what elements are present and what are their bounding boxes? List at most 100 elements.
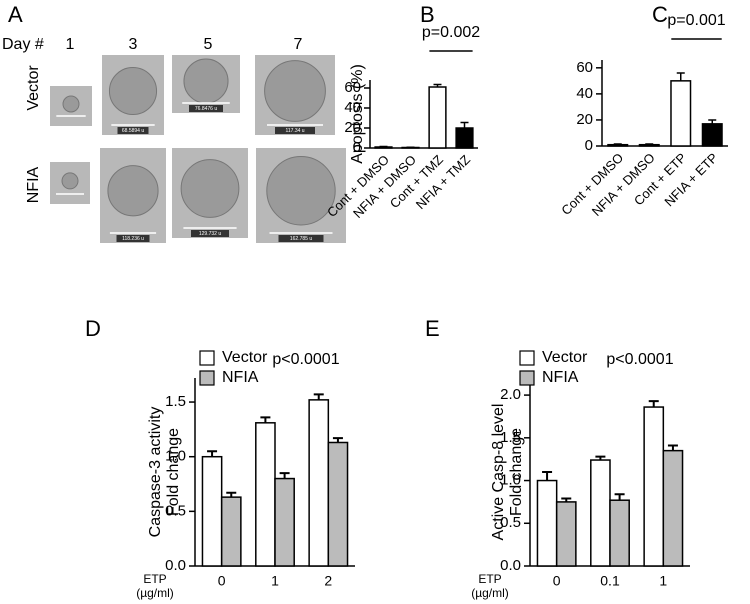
panel-label: E — [425, 316, 440, 341]
scale-label: 117.34 u — [285, 128, 304, 134]
y-tick-label: 20 — [344, 119, 361, 136]
y-tick-label: 20 — [576, 111, 593, 128]
scale-label: 162.785 u — [290, 236, 312, 242]
spheroid — [264, 60, 326, 122]
x-axis-label: (µg/ml) — [136, 586, 174, 600]
scale-label: 129.732 u — [199, 231, 221, 237]
spheroid — [62, 95, 80, 113]
bar — [220, 496, 242, 567]
legend-swatch — [519, 350, 535, 366]
y-tick-label: 0 — [585, 137, 593, 154]
spheroid — [108, 66, 158, 116]
y-tick-label: 0.0 — [500, 557, 521, 574]
bar — [327, 441, 349, 567]
x-tick-label: 1 — [271, 573, 279, 589]
y-tick-label: 0 — [353, 139, 361, 156]
y-tick-label: 1.0 — [165, 448, 186, 465]
scale-label-bg — [278, 235, 324, 242]
y-tick-label: 0.0 — [165, 557, 186, 574]
bar — [274, 477, 295, 567]
legend-label: NFIA — [542, 369, 579, 386]
x-axis-label: ETP — [478, 572, 501, 586]
error-bar — [542, 471, 553, 481]
x-axis-label: ETP — [143, 572, 166, 586]
bar — [428, 86, 447, 149]
error-bar — [313, 393, 324, 400]
p-value: p=0.001 — [667, 12, 725, 29]
legend-label: NFIA — [222, 369, 259, 386]
panel-label: D — [85, 316, 101, 341]
day-label: Day # — [2, 36, 44, 53]
legend-label: Vector — [542, 349, 588, 366]
x-tick-label: 1 — [659, 573, 667, 589]
y-tick-label: 1.0 — [500, 472, 521, 489]
y-tick-label: 1.5 — [165, 393, 186, 410]
y-axis-label: Apoptosis (%) — [349, 64, 366, 164]
p-value: p<0.0001 — [606, 351, 673, 368]
legend-swatch — [199, 370, 215, 386]
scale-label-bg — [275, 127, 315, 134]
day-number: 3 — [129, 36, 138, 53]
error-bar — [207, 450, 218, 457]
scale-label: 76.8476 u — [195, 106, 217, 112]
y-tick-label: 1.5 — [500, 429, 521, 446]
error-bar — [332, 437, 343, 443]
bar — [201, 455, 223, 567]
spheroid — [183, 58, 229, 104]
row-label: NFIA — [25, 166, 42, 203]
p-value: p<0.0001 — [272, 351, 339, 368]
bar — [536, 479, 558, 567]
y-axis-label: Fold change — [165, 428, 182, 516]
error-bar — [613, 143, 622, 145]
panel-label: A — [8, 2, 23, 27]
bar — [670, 80, 692, 147]
bar — [643, 406, 665, 567]
spheroid — [107, 165, 159, 217]
spheroid — [61, 172, 79, 190]
panel-label: B — [420, 2, 435, 27]
y-axis-label: Active Casp-8 level — [490, 404, 507, 541]
error-bar — [226, 491, 237, 498]
day-number: 7 — [294, 36, 303, 53]
bar — [590, 459, 611, 567]
bar — [308, 399, 330, 567]
y-tick-label: 0.5 — [165, 502, 186, 519]
error-bar — [379, 145, 388, 148]
y-tick-label: 40 — [344, 99, 361, 116]
error-bar — [279, 472, 290, 479]
error-bar — [260, 416, 271, 423]
error-bar — [561, 497, 572, 502]
x-tick-label: 0 — [218, 573, 226, 589]
bar — [455, 127, 474, 149]
y-axis-label: Caspase-3 activity — [147, 407, 164, 538]
error-bar — [708, 119, 717, 124]
error-bar — [460, 121, 469, 128]
bar — [662, 449, 684, 567]
row-label: Vector — [25, 65, 42, 111]
error-bar — [614, 493, 625, 501]
panel-label: C — [652, 2, 668, 27]
error-bar — [667, 444, 678, 451]
bar — [555, 501, 577, 567]
legend-swatch — [519, 370, 535, 386]
legend-swatch — [199, 350, 215, 366]
error-bar — [433, 83, 442, 87]
scale-label-bg — [117, 127, 149, 134]
x-tick-label: 0 — [553, 573, 561, 589]
scale-label-bg — [189, 105, 223, 112]
day-number: 5 — [204, 36, 213, 53]
spheroid — [180, 159, 240, 218]
bar — [607, 143, 629, 147]
scale-label-bg — [116, 235, 150, 242]
error-bar — [595, 455, 606, 461]
error-bar — [648, 400, 659, 408]
scale-label: 118.236 u — [122, 236, 144, 242]
y-tick-label: 0.5 — [500, 514, 521, 531]
y-tick-label: 2.0 — [500, 386, 521, 403]
error-bar — [676, 72, 685, 81]
bar — [609, 499, 630, 567]
error-bar — [645, 143, 654, 145]
x-axis-label: (µg/ml) — [471, 586, 509, 600]
spheroid — [266, 156, 336, 226]
